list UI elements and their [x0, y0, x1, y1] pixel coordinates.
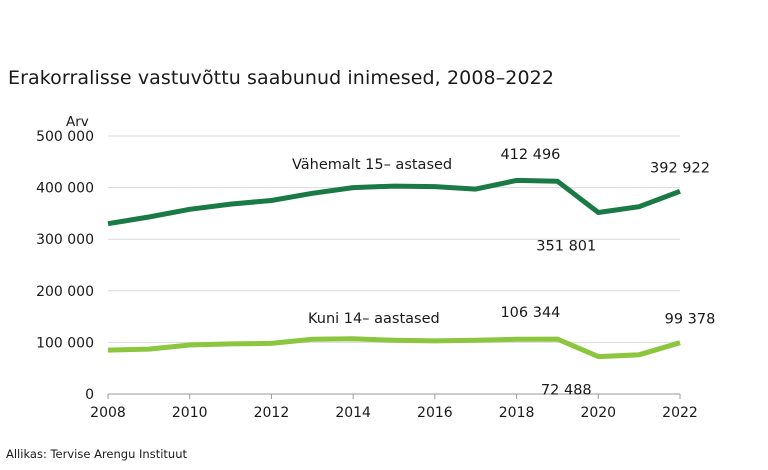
series-line-children [107, 336, 681, 360]
y-tick-label: 100 000 [36, 335, 94, 351]
y-tick-label: 400 000 [36, 181, 94, 197]
data-label: 72 488 [541, 383, 592, 399]
x-tick-label: 2008 [90, 405, 126, 421]
x-tick-label: 2010 [172, 405, 208, 421]
y-tick-label: 300 000 [36, 232, 94, 248]
chart-title: Erakorralisse vastuvõttu saabunud inimes… [8, 67, 555, 89]
y-tick-label: 200 000 [36, 284, 94, 300]
series-label: Kuni 14– aastased [308, 311, 440, 327]
data-label: 412 496 [500, 147, 560, 163]
data-label: 99 378 [665, 312, 716, 328]
x-tick-label: 2022 [662, 405, 698, 421]
y-tick-label: 0 [85, 387, 94, 403]
x-tick-label: 2020 [580, 405, 616, 421]
x-tick-label: 2016 [417, 405, 453, 421]
y-axis-label: Arv [66, 114, 89, 130]
x-tick-label: 2012 [254, 405, 290, 421]
series-label: Vähemalt 15– astased [292, 157, 452, 173]
x-tick-label: 2014 [335, 405, 371, 421]
data-label: 392 922 [650, 160, 710, 176]
source-note: Allikas: Tervise Arengu Instituut [6, 447, 187, 461]
data-label: 351 801 [536, 238, 596, 254]
x-tick-label: 2018 [499, 405, 535, 421]
data-label: 106 344 [500, 305, 560, 321]
y-tick-label: 500 000 [36, 129, 94, 145]
series-line-adults [107, 177, 681, 227]
